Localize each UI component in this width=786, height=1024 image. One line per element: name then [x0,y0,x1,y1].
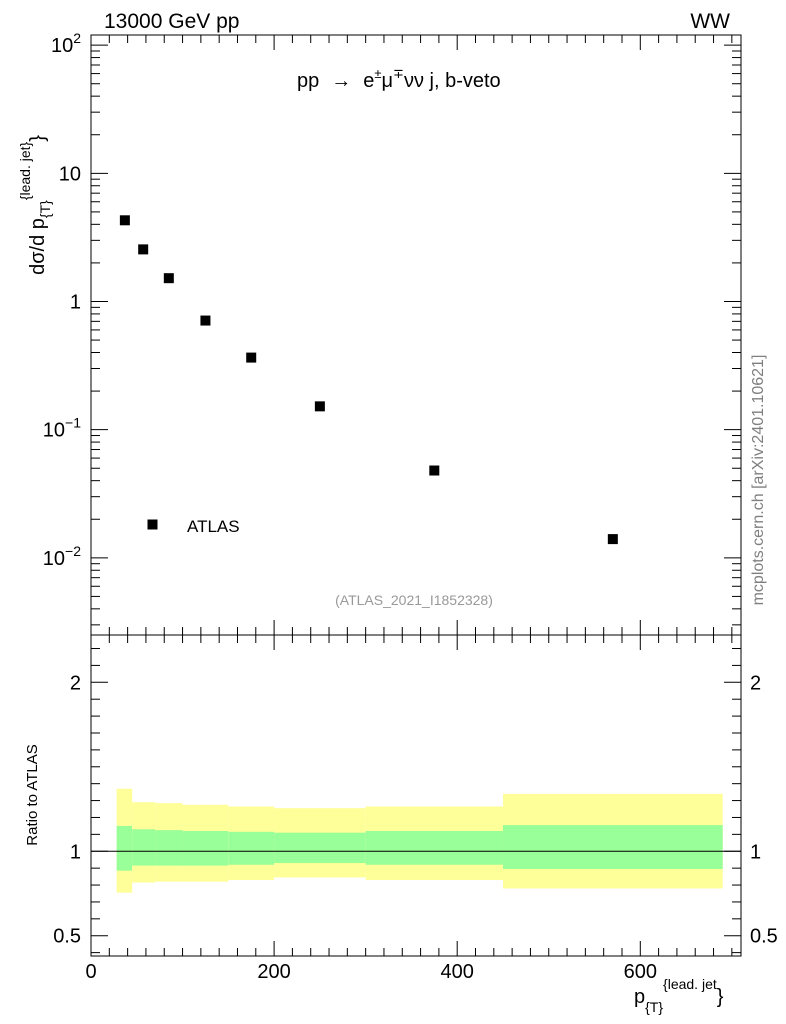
data-point [119,215,130,226]
x-tick-label: 200 [257,961,290,983]
process-label: pp → e±μ∓νν j, b-veto [297,66,501,92]
data-point [138,244,149,255]
legend-marker [147,519,158,530]
data-point [429,465,440,476]
ratio-y-axis-title: Ratio to ATLAS [24,744,41,845]
ratio-band-inner [228,831,275,865]
ratio-x-tick-labels: 0 200 400 600 [85,961,657,983]
x-tick-label: 400 [441,961,474,983]
ratio-bands [116,788,723,893]
ratio-band-inner [155,830,183,866]
main-y-tick-label: 102 [51,30,81,57]
header-right: WW [690,10,730,33]
main-y-tick-label: 10 [59,163,81,185]
ratio-y-tick-label-left: 1 [70,841,81,863]
data-point [246,352,257,363]
ratio-band-inner [365,830,503,865]
main-y-tick-labels: 10−2 10−1 1 10 102 [43,30,81,570]
ratio-y-tick-label-right: 1 [750,841,761,863]
ratio-y-tick-label-right: 2 [750,672,761,694]
main-y-tick-label: 1 [70,291,81,313]
header-left: 13000 GeV pp [104,10,239,33]
legend-label: ATLAS [187,517,240,536]
main-y-tick-label: 10−2 [43,543,81,570]
data-point [163,273,174,284]
ratio-band-inner [502,825,723,869]
analysis-id: (ATLAS_2021_I1852328) [335,592,493,608]
data-point [200,315,211,326]
ratio-band-inner [132,829,156,866]
main-y-tick-label: 10−1 [43,415,81,442]
main-axis-ticks [90,35,741,635]
main-data-points [119,215,618,545]
x-tick-label: 0 [85,961,96,983]
main-plot-frame [90,34,742,636]
data-point [314,401,325,412]
ratio-y-tick-label-left: 0.5 [53,926,81,948]
ratio-y-tick-label-left: 2 [70,672,81,694]
ratio-band-inner [182,830,229,866]
data-point [607,534,618,545]
x-axis-title: p{T}{lead. jet} [634,976,724,1015]
main-y-axis-title: dσ/d p{T}{lead. jet}} [17,135,53,275]
ratio-y-tick-labels: 0.5 0.5 1 1 2 2 [53,672,778,947]
ratio-band-inner [274,832,366,864]
ratio-plot-frame [90,634,742,957]
x-tick-label: 600 [624,961,657,983]
ratio-band-inner [116,825,133,871]
watermark: mcplots.cern.ch [arXiv:2401.10621] [750,355,767,606]
ratio-y-tick-label-right: 0.5 [750,926,778,948]
